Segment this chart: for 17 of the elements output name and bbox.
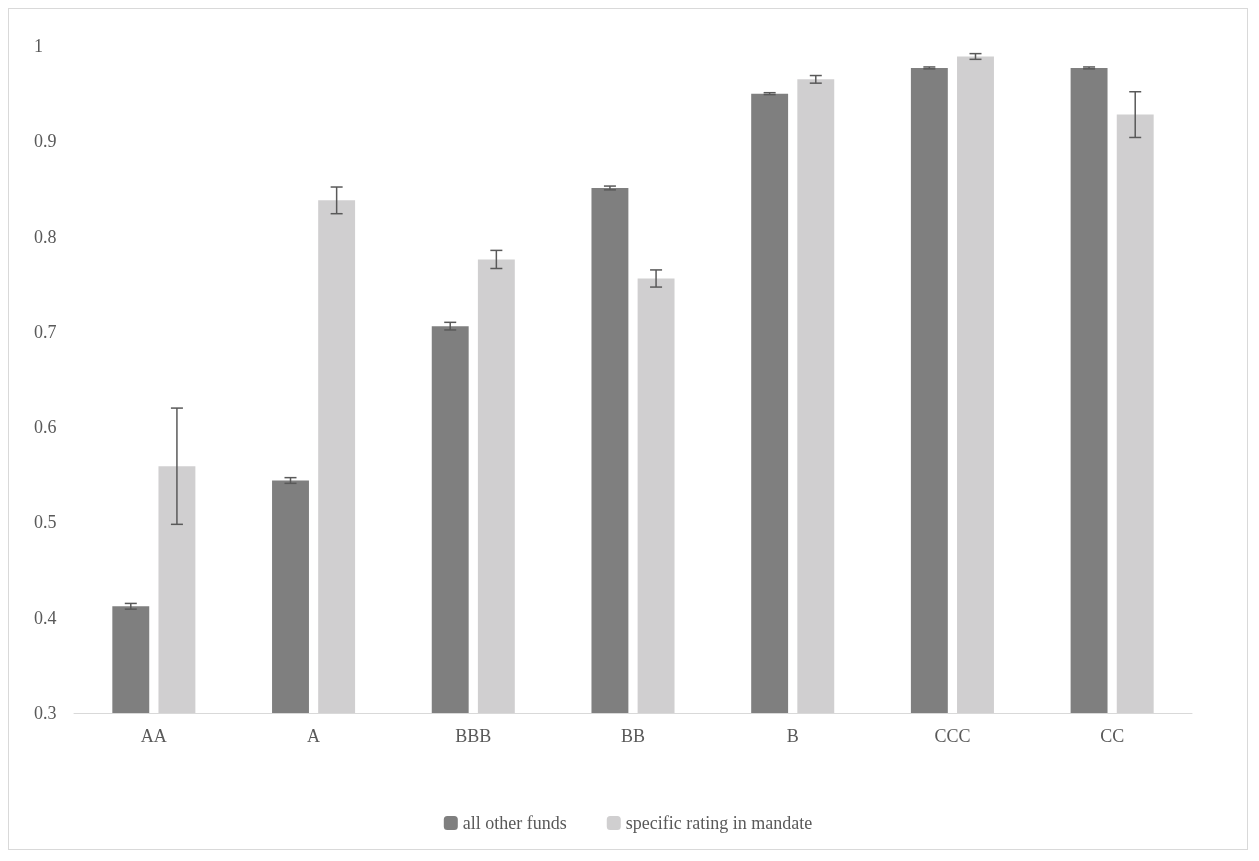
x-tick-label: B (786, 726, 799, 746)
y-tick-label: 0.3 (34, 703, 57, 723)
x-tick-label: A (307, 726, 321, 746)
y-tick-label: 0.7 (34, 321, 57, 342)
x-tick-label: BBB (455, 726, 492, 746)
y-tick-label: 0.4 (34, 607, 57, 628)
legend-label: specific rating in mandate (625, 813, 813, 833)
y-tick-label: 0.5 (34, 512, 57, 533)
x-tick-label: BB (620, 726, 646, 746)
y-tick-label: 1 (34, 36, 43, 56)
x-tick-label: AA (140, 726, 167, 746)
x-tick-label: CC (1100, 726, 1125, 746)
y-tick-label: 0.8 (34, 226, 57, 247)
y-tick-label: 0.6 (34, 417, 57, 438)
y-tick-label: 0.9 (34, 131, 57, 152)
legend-label: all other funds (462, 813, 567, 833)
x-tick-label: CCC (934, 726, 971, 746)
